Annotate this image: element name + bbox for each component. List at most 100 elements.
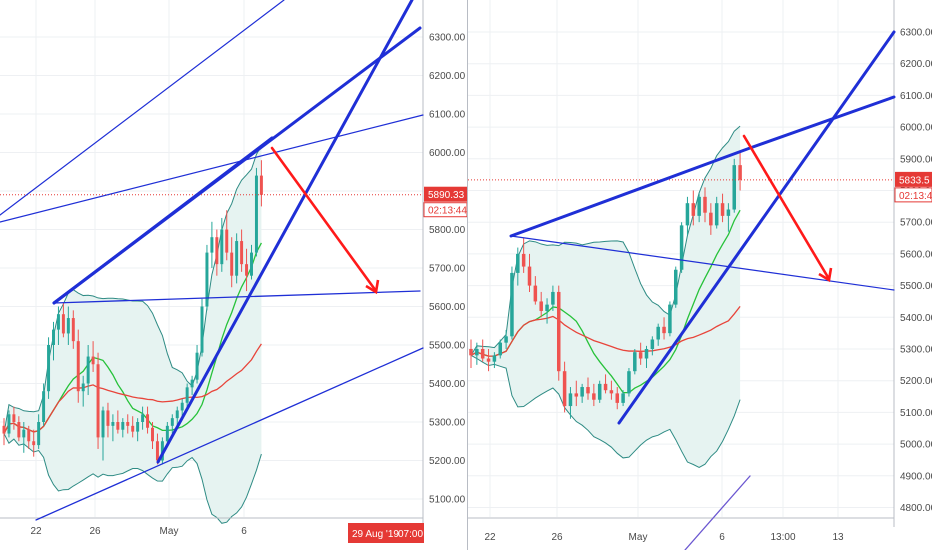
candle-body <box>225 229 229 253</box>
bollinger-lower-left <box>3 433 262 524</box>
trendline-thin-descending-right <box>510 235 895 291</box>
candle <box>475 342 479 365</box>
y-tick-label: 5300.00 <box>900 345 932 356</box>
countdown-badge <box>894 187 932 203</box>
y-tick-label: 5000.00 <box>900 440 932 451</box>
candle-body <box>621 393 625 403</box>
candle <box>673 266 678 308</box>
price-badge <box>424 186 467 202</box>
arrow-head-left <box>365 279 380 295</box>
candle-body <box>170 418 174 426</box>
candle <box>586 377 590 400</box>
candle-body <box>697 196 701 216</box>
candles-left <box>2 160 263 465</box>
candle-body <box>492 355 497 362</box>
candle <box>697 193 701 223</box>
candle-body <box>480 349 485 359</box>
candle <box>17 416 21 442</box>
y-tick-label: 6100.00 <box>429 110 466 121</box>
candle <box>126 414 130 434</box>
candle <box>141 406 145 430</box>
candle-body <box>195 352 199 380</box>
pane-divider <box>467 0 468 550</box>
candle-body <box>609 390 614 394</box>
candle <box>12 406 16 430</box>
candle-body <box>533 285 538 302</box>
candle-body <box>165 425 169 442</box>
candle <box>32 429 36 457</box>
candle <box>101 406 105 461</box>
candle-body <box>12 414 16 422</box>
price-axis-right: 6300.006200.006100.006000.005900.005800.… <box>893 0 932 527</box>
candle <box>56 306 60 345</box>
candle <box>136 418 140 442</box>
drawings <box>0 0 896 550</box>
y-tick-label: 5700.00 <box>900 218 932 229</box>
candle-body <box>235 241 239 276</box>
countdown-value: 02:13:44 <box>899 191 932 202</box>
candle-body <box>27 429 31 442</box>
candle <box>469 339 473 369</box>
candle-body <box>691 203 696 216</box>
candle-body <box>580 387 584 397</box>
time-axis-right: 22 26 May 6 13:00 13 <box>468 517 894 543</box>
candle <box>568 387 573 419</box>
candle-body <box>662 326 666 334</box>
wedge-upper-right <box>509 146 752 238</box>
x-tick-label: 22 <box>484 532 496 543</box>
candle <box>151 422 154 449</box>
x-tick-label: 26 <box>551 532 563 543</box>
trendline-thin-upper-left <box>0 0 285 216</box>
candle-body <box>146 414 150 428</box>
candle <box>603 374 608 394</box>
candle-body <box>592 393 596 400</box>
candle <box>592 383 596 407</box>
candle-body <box>714 203 719 226</box>
x-tick-label: May <box>629 532 648 543</box>
candle-body <box>200 306 204 353</box>
candle <box>650 336 655 356</box>
candle-body <box>259 175 263 195</box>
y-tick-label: 5700.00 <box>429 264 466 275</box>
candle-body <box>101 410 105 438</box>
x-tick-label: 22 <box>30 526 42 537</box>
candle-body <box>568 393 573 407</box>
candle <box>155 433 159 465</box>
candle-body <box>151 427 154 442</box>
candle <box>131 416 135 438</box>
candle <box>190 375 194 396</box>
candle-body <box>131 425 135 432</box>
candle-body <box>556 291 561 372</box>
candle <box>720 193 725 223</box>
candle-body <box>37 422 41 446</box>
candle <box>691 190 696 226</box>
candle <box>732 158 737 213</box>
candle <box>638 342 643 365</box>
candle <box>195 345 199 384</box>
candle-body <box>230 252 234 276</box>
pane-right: 6300.006200.006100.006000.005900.005800.… <box>468 0 932 543</box>
candle <box>709 203 713 235</box>
candle-body <box>175 410 179 419</box>
bollinger-fill-left <box>4 145 262 524</box>
candle-body <box>250 252 253 276</box>
candle <box>685 196 690 235</box>
candle <box>486 349 491 372</box>
candle-body <box>245 264 249 276</box>
candle-body <box>527 266 532 286</box>
y-tick-label: 5600.00 <box>429 302 466 313</box>
candle-body <box>586 387 590 394</box>
candle-body <box>732 165 737 210</box>
candle-body <box>726 209 731 216</box>
candle <box>510 266 514 340</box>
candle <box>37 414 41 449</box>
candle-body <box>551 291 555 305</box>
price-badge <box>895 171 932 187</box>
x-tick-label: 13:00 <box>770 532 795 543</box>
candle-body <box>185 387 189 403</box>
candle <box>254 167 258 257</box>
candle-body <box>668 304 672 334</box>
y-tick-label: 5400.00 <box>429 379 466 390</box>
candle <box>160 437 164 465</box>
